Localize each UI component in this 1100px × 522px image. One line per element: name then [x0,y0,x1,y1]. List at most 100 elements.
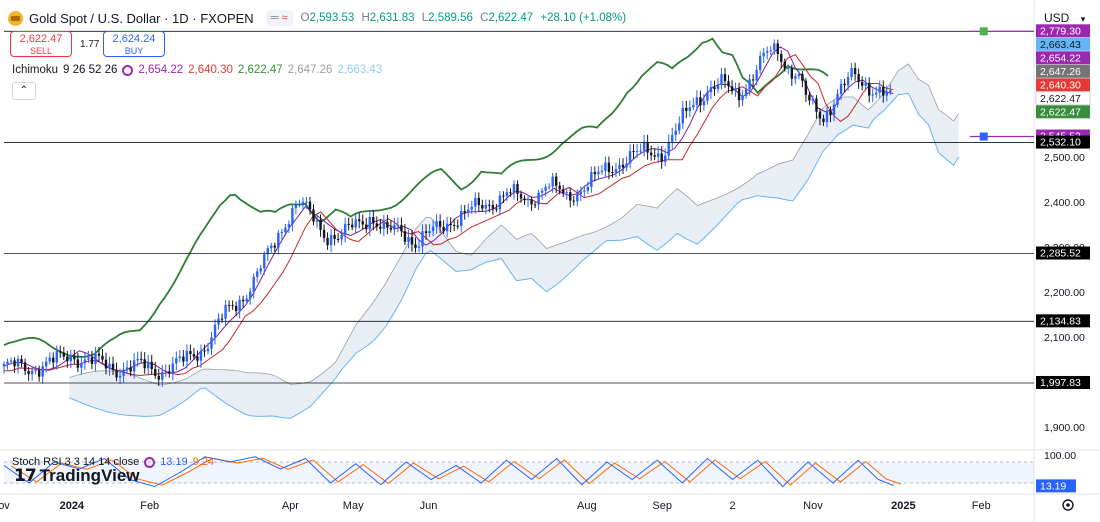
compare-button[interactable]: ═ ≈ [265,10,293,26]
candle-body [150,361,153,369]
candle-body [270,245,273,249]
candle-body [87,357,90,360]
candle-body [741,95,744,101]
currency-selector[interactable]: USD ▾ [1040,8,1094,28]
stoch-d-line [11,457,902,486]
candle-body [751,79,755,81]
candle-body [329,234,333,246]
candle-body [794,76,797,79]
currency-label: USD [1044,11,1070,25]
candle-body [231,305,234,307]
candle-body [410,237,414,245]
tradingview-logo: 𝟭𝟳 TradingView [14,466,140,486]
candle-body [625,163,628,168]
candle-body [488,204,491,206]
candle-body [157,375,160,380]
tv-logo-icon: 𝟭𝟳 [14,466,37,485]
settings-icon[interactable] [122,64,134,76]
candle-body [424,231,428,234]
gear-icon-ring [1062,499,1074,511]
candle-body [164,371,167,373]
price-label-text: 2,134.83 [1040,315,1081,327]
candle-body [2,364,6,367]
candle-body [252,276,255,292]
candle-body [540,190,544,193]
candle-body [104,359,108,369]
tenkan-sen-line [3,46,894,374]
candle-body [248,291,252,299]
indicator-value-span-b: 2,663.43 [337,64,383,76]
candle-body [284,227,287,233]
collapse-legend-button[interactable]: ⌃ [12,82,36,100]
price-tick-label: 2,400.00 [1044,197,1085,209]
candle-body [48,357,51,362]
candle-body [238,299,241,312]
candle-body [428,231,431,234]
candle-body [604,162,607,171]
sell-button[interactable]: 2,622.47 SELL [10,31,72,57]
candle-body [839,83,843,94]
candle-body [94,353,97,364]
candle-body [438,221,442,227]
candle-body [822,118,825,123]
time-tick-label: Apr [282,500,299,512]
time-tick-label: 2 [729,500,735,512]
candle-body [780,54,783,62]
buy-button[interactable]: 2,624.24 BUY [103,31,165,57]
candle-body [372,216,375,224]
candle-body [379,226,382,229]
candle-body [502,195,505,197]
candle-body [336,238,340,240]
candle-body [667,141,670,156]
stoch-rsi-legend[interactable]: Stoch RSI 3 3 14 14 close 13.19 9.24 [12,456,214,468]
ichimoku-legend[interactable]: Ichimoku 9 26 52 26 2,654.22 2,640.30 2,… [12,64,382,76]
candle-body [347,223,350,225]
senkou-span-a-line [69,63,959,386]
candle-body [326,237,329,246]
candle-body [748,79,751,90]
kijun-sen-line [4,54,894,376]
candle-body [182,356,185,362]
indicator-name: Ichimoku [12,64,59,76]
candle-body [723,74,727,82]
price-label-box [1036,24,1090,38]
candle-body [481,205,484,209]
candle-body [23,362,27,371]
candle-body [688,107,692,111]
price-label-text: 2,622.47 [1040,106,1081,118]
time-tick-label: Feb [140,500,159,512]
candle-body [551,176,554,187]
candle-body [55,351,58,363]
time-tick-label: Jun [420,500,438,512]
candle-body [224,305,227,319]
candle-body [671,134,674,142]
candle-body [210,337,213,349]
candle-body [34,370,37,372]
candle-body [808,94,811,101]
price-label-box [1036,51,1090,65]
candle-body [143,359,146,369]
candle-body [322,229,326,238]
candle-body [744,89,748,96]
symbol-title[interactable]: Gold Spot / U.S. Dollar · 1D · FXOPEN [29,10,254,26]
candle-body [509,192,512,194]
candle-body [875,92,878,95]
buy-price: 2,624.24 [112,33,156,45]
candle-body [111,363,115,370]
candle-body [674,130,677,135]
candle-body [769,50,772,52]
candle-body [495,208,498,210]
candle-body [308,201,312,210]
candle-body [315,219,319,222]
candle-body [505,192,509,196]
cloud-fill [69,63,959,419]
candle-body [294,204,298,209]
candle-body [69,355,73,362]
candle-body [203,350,206,352]
gear-icon[interactable] [1062,499,1074,511]
candle-body [864,83,867,86]
candle-body [101,355,104,360]
stoch-settings-icon[interactable] [144,456,156,468]
ichimoku-cloud [69,63,960,419]
